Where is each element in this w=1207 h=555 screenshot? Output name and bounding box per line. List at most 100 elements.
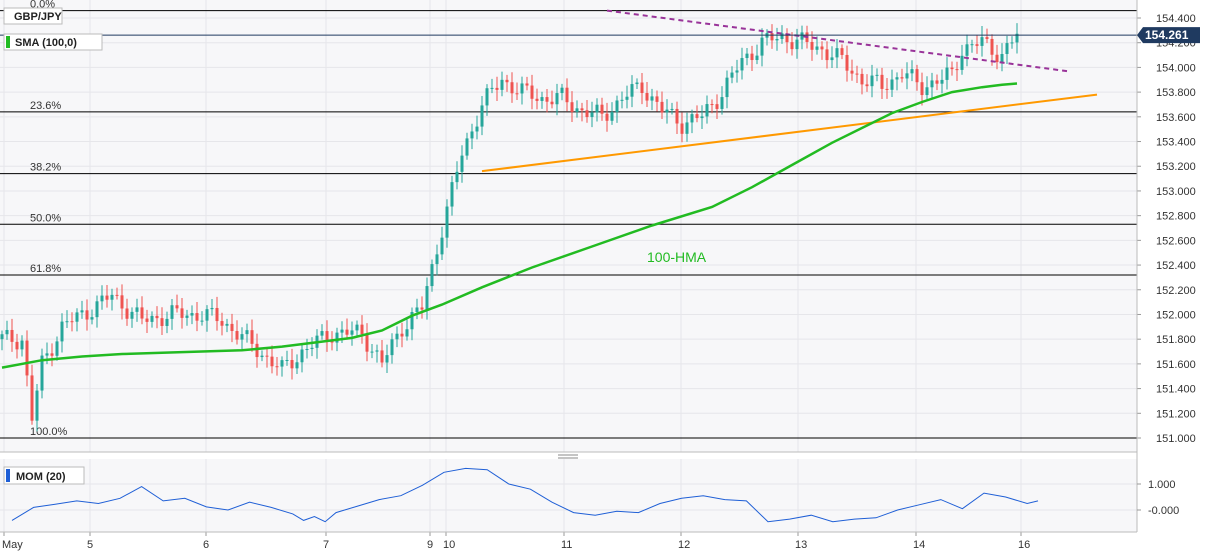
candle-body xyxy=(105,295,109,300)
candle-body xyxy=(385,355,389,363)
candle-body xyxy=(25,340,29,376)
candle-body xyxy=(430,264,434,287)
y-tick-label: 152.000 xyxy=(1156,309,1196,321)
current-price-badge: 154.261 xyxy=(1137,27,1200,44)
candle-body xyxy=(630,84,634,97)
candle-body xyxy=(910,69,914,74)
candle-body xyxy=(605,113,609,121)
momentum-panel xyxy=(11,467,1039,523)
candle-body xyxy=(150,315,154,322)
grid xyxy=(0,0,1137,532)
candle-body xyxy=(395,333,399,340)
candle-body xyxy=(695,114,699,119)
candle-body xyxy=(920,82,924,96)
candle-body xyxy=(1005,43,1009,54)
candle-body xyxy=(435,254,439,265)
x-tick-label: 6 xyxy=(203,539,209,551)
candle-body xyxy=(50,353,54,356)
y-tick-label: 153.800 xyxy=(1156,87,1196,99)
y-tick-label: 152.200 xyxy=(1156,285,1196,297)
candle-body xyxy=(195,313,199,321)
candle-body xyxy=(935,80,939,84)
y-tick-label: 151.400 xyxy=(1156,384,1196,396)
candle-body xyxy=(1000,53,1004,63)
candle-body xyxy=(855,73,859,75)
candle-body xyxy=(455,171,459,183)
candle-body xyxy=(190,313,194,316)
current-price-label: 154.261 xyxy=(1145,28,1189,42)
fibonacci-levels: 0.0% 23.6% 38.2% 50.0% 61.8% 100.0% xyxy=(0,0,1137,439)
candle-body xyxy=(420,307,424,310)
candle-body xyxy=(645,93,649,101)
y-tick-label: 153.200 xyxy=(1156,161,1196,173)
overlay-lines xyxy=(0,9,1137,369)
y-tick-label: 152.800 xyxy=(1156,211,1196,223)
candle-body xyxy=(405,329,409,337)
candle-body xyxy=(930,80,934,88)
panel-splitter[interactable] xyxy=(558,454,578,459)
candle-body xyxy=(470,131,474,139)
candle-body xyxy=(845,54,849,71)
candle-body xyxy=(880,74,884,89)
indicator-plot-area xyxy=(0,459,1137,532)
candle-body xyxy=(60,321,64,342)
candle-body xyxy=(85,310,89,320)
candle-body xyxy=(870,75,874,87)
candle-body xyxy=(250,330,254,344)
mom-badge[interactable]: MOM (20) xyxy=(3,466,85,485)
candle-body xyxy=(725,77,729,98)
candle-body xyxy=(170,305,174,319)
candle-body xyxy=(535,98,539,101)
candle-body xyxy=(355,324,359,331)
candle-body xyxy=(975,44,979,46)
candle-body xyxy=(465,138,469,156)
fib-label: 0.0% xyxy=(30,0,55,11)
candle-body xyxy=(665,109,669,113)
candle-body xyxy=(400,333,404,337)
candle-body xyxy=(290,359,294,369)
candle-body xyxy=(625,96,629,100)
candle-body xyxy=(530,85,534,99)
x-tick-label: 7 xyxy=(323,539,329,551)
candle-body xyxy=(125,308,129,319)
candle-body xyxy=(485,88,489,106)
candle-body xyxy=(590,112,594,118)
candle-body xyxy=(75,312,79,322)
candle-body xyxy=(795,39,799,50)
candle-body xyxy=(285,359,289,361)
candle-body xyxy=(700,116,704,119)
candle-body xyxy=(780,33,784,39)
x-tick-label: 14 xyxy=(913,539,925,551)
candle-body xyxy=(565,87,569,103)
candle-body xyxy=(675,108,679,124)
x-tick-label: 12 xyxy=(678,539,690,551)
x-tick-label: 11 xyxy=(561,539,572,551)
indicator-badge[interactable]: SMA (100,0) xyxy=(3,33,103,51)
candle-body xyxy=(210,307,214,310)
candle-body xyxy=(185,315,189,318)
candle-body xyxy=(900,77,904,79)
candle-body xyxy=(175,305,179,309)
candle-body xyxy=(620,99,624,101)
candle-body xyxy=(770,33,774,41)
candle-body xyxy=(460,155,464,172)
candle-body xyxy=(840,48,844,55)
candle-body xyxy=(810,41,814,50)
candle-body xyxy=(940,79,944,84)
candle-body xyxy=(115,294,119,296)
candle-body xyxy=(800,32,804,40)
candle-body xyxy=(260,355,264,358)
candle-body xyxy=(310,347,314,349)
candle-body xyxy=(450,182,454,207)
y-tick-label: 154.000 xyxy=(1156,62,1196,74)
candle-body xyxy=(135,307,139,312)
fib-label: 23.6% xyxy=(30,100,61,112)
indicator-label: SMA (100,0) xyxy=(15,37,77,49)
y-tick-label: 152.600 xyxy=(1156,235,1196,247)
candle-body xyxy=(180,308,184,318)
y-tick-label: 151.000 xyxy=(1156,433,1196,445)
candle-body xyxy=(120,295,124,309)
candle-body xyxy=(70,321,74,323)
candle-body xyxy=(915,69,919,83)
